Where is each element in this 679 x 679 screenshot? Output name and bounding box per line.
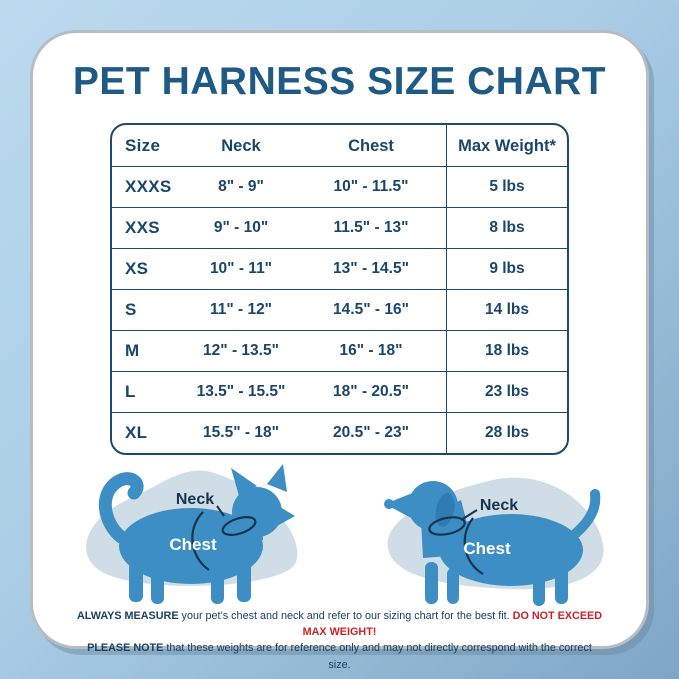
footnote-measure-bold: ALWAYS MEASURE: [76, 610, 179, 622]
table-cell-size: XXS: [112, 207, 186, 248]
table-cell-size: XS: [112, 248, 186, 289]
table-cell-weight: 8 lbs: [446, 207, 567, 248]
cat-chest-measure-line: [191, 511, 210, 571]
table-cell-size: XXXS: [112, 166, 186, 207]
table-cell-neck: 10" - 11": [186, 248, 296, 289]
measurement-diagrams: Neck Chest Neck Chest: [33, 462, 646, 607]
cat-tail: [98, 472, 144, 544]
page-title: PET HARNESS SIZE CHART: [72, 60, 607, 103]
table-cell-size: M: [112, 330, 186, 371]
dog-chest-measure-line: [463, 517, 484, 575]
dog-neck-pointer-line: [460, 509, 478, 521]
table-cell-chest: 14.5" - 16": [296, 289, 446, 330]
dog-neck-measure-ring: [428, 516, 466, 536]
table-cell-size: L: [112, 371, 186, 412]
column-header-neck: Neck: [221, 136, 261, 155]
cat-neck-measure-ring: [221, 516, 257, 536]
table-cell-weight: 28 lbs: [446, 412, 567, 453]
cat-neck-pointer-line: [216, 505, 225, 517]
table-cell-chest: 13" - 14.5": [296, 248, 446, 289]
dog-chest-label: Chest: [463, 539, 511, 558]
table-cell-size: XL: [112, 412, 186, 453]
column-header-max-weight: Max Weight*: [446, 125, 567, 167]
table-cell-weight: 18 lbs: [446, 330, 567, 371]
table-cell-neck: 11" - 12": [186, 289, 296, 330]
dog-measurement-diagram: Neck Chest: [384, 477, 604, 606]
table-cell-chest: 18" - 20.5": [296, 371, 446, 412]
table-cell-chest: 10" - 11.5": [296, 166, 446, 207]
cat-measurement-diagram: Neck Chest: [86, 464, 298, 604]
table-cell-weight: 9 lbs: [446, 248, 567, 289]
column-header-size: Size: [125, 136, 161, 155]
table-cell-weight: 23 lbs: [446, 371, 567, 412]
size-chart-card: PET HARNESS SIZE CHART Size Neck Chest M…: [30, 30, 649, 671]
table-cell-neck: 13.5" - 15.5": [186, 371, 296, 412]
footnote-note-text: that these weights are for reference onl…: [163, 642, 592, 671]
cat-chest-label: Chest: [169, 535, 217, 554]
table-cell-weight: 14 lbs: [446, 289, 567, 330]
table-cell-size: S: [112, 289, 186, 330]
table-cell-neck: 15.5" - 18": [186, 412, 296, 453]
table-cell-chest: 16" - 18": [296, 330, 446, 371]
cat-neck-label: Neck: [176, 491, 214, 508]
dog-neck-label: Neck: [480, 497, 518, 514]
column-header-chest: Chest: [348, 136, 394, 155]
table-cell-chest: 20.5" - 23": [296, 412, 446, 453]
table-cell-weight: 5 lbs: [446, 166, 567, 207]
footnote-measure-text: your pet’s chest and neck and refer to o…: [178, 610, 513, 622]
table-cell-neck: 8" - 9": [186, 166, 296, 207]
table-cell-neck: 12" - 13.5": [186, 330, 296, 371]
dog-tail: [570, 489, 601, 539]
cat-silhouette-icon: [119, 464, 295, 604]
table-cell-chest: 11.5" - 13": [296, 207, 446, 248]
footnote-warning: DO NOT EXCEED MAX WEIGHT!: [302, 610, 603, 639]
footnote: ALWAYS MEASURE your pet’s chest and neck…: [75, 608, 604, 673]
footnote-note-bold: PLEASE NOTE: [87, 642, 164, 655]
size-table: Size Neck Chest Max Weight* XXXS 8" - 9"…: [110, 123, 569, 455]
table-cell-neck: 9" - 10": [186, 207, 296, 248]
